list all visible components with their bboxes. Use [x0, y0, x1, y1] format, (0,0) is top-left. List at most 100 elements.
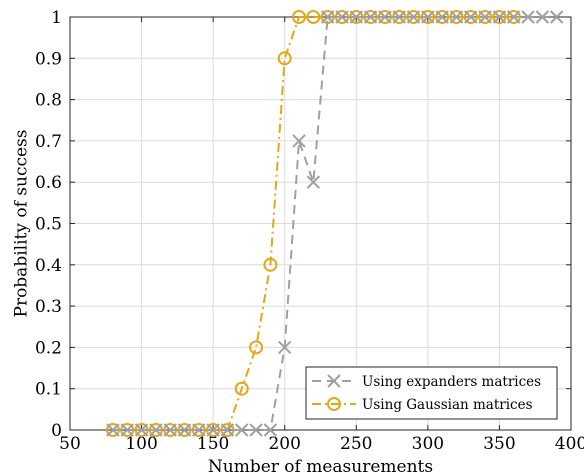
data-point-0-stroke	[120, 423, 134, 437]
x-tick-label: 350	[483, 434, 515, 454]
data-point-1	[249, 340, 264, 355]
data-point-0-stroke	[192, 423, 206, 437]
data-point-0-stroke	[421, 10, 435, 24]
data-point-0	[163, 423, 177, 437]
data-point-0-stroke	[249, 423, 263, 437]
data-point-1	[263, 257, 278, 272]
data-point-0-stroke	[149, 423, 163, 437]
legend-marker-gaussian	[327, 397, 341, 411]
legend-marker-shape	[327, 397, 341, 411]
y-tick-label: 1	[51, 8, 62, 28]
data-point-0-stroke	[163, 423, 177, 437]
series-group	[105, 10, 564, 437]
data-point-0-stroke	[478, 10, 492, 24]
data-point-0	[320, 10, 335, 24]
data-point-0-stroke	[449, 10, 464, 24]
data-point-0-stroke	[320, 10, 335, 24]
x-tick-label: 150	[197, 434, 229, 454]
data-point-0-stroke	[521, 10, 535, 24]
data-point-0-stroke	[363, 10, 378, 24]
data-point-0	[421, 10, 435, 24]
data-point-0-stroke	[549, 10, 564, 24]
data-point-1	[277, 51, 292, 66]
data-point-1	[506, 10, 521, 24]
data-point-0	[507, 10, 521, 24]
data-point-0	[449, 10, 464, 24]
y-tick-label: 0.7	[35, 132, 62, 152]
data-point-0-stroke	[435, 10, 449, 24]
data-point-0	[206, 423, 220, 437]
data-point-0-stroke	[278, 340, 292, 355]
data-point-0	[435, 10, 449, 24]
data-point-0	[249, 423, 263, 437]
x-tick-label: 50	[59, 434, 81, 454]
data-point-0	[120, 423, 134, 437]
data-point-0	[306, 175, 321, 189]
series-line-1	[112, 16, 514, 431]
data-point-0	[335, 10, 349, 24]
data-point-0-stroke	[349, 10, 363, 24]
legend-marker-shape	[327, 374, 341, 388]
data-point-0-stroke	[464, 10, 478, 24]
legend-marker-shape-stroke	[327, 374, 341, 388]
data-point-0	[292, 134, 306, 148]
legend-marker-expanders	[327, 374, 341, 388]
data-point-0	[549, 10, 564, 24]
legend-box	[305, 366, 558, 420]
y-tick-label: 0.8	[35, 91, 62, 111]
y-tick-label: 0.9	[35, 49, 62, 69]
data-point-0-stroke	[206, 423, 220, 437]
x-tick-label: 200	[268, 434, 300, 454]
data-point-0-stroke	[306, 175, 321, 189]
data-point-0	[278, 340, 292, 355]
data-point-0-stroke	[492, 10, 507, 24]
data-point-0-stroke	[378, 10, 392, 24]
data-point-0	[106, 423, 120, 437]
legend-label-expanders: Using expanders matrices	[362, 374, 541, 390]
data-point-0-stroke	[392, 10, 406, 24]
data-point-0-stroke	[220, 423, 235, 437]
x-tick-label: 250	[340, 434, 372, 454]
y-tick-label: 0.3	[35, 297, 62, 317]
data-point-0-stroke	[507, 10, 521, 24]
data-point-0	[177, 423, 192, 437]
x-tick-label: 300	[412, 434, 444, 454]
y-tick-label: 0.1	[35, 380, 62, 400]
y-tick-label: 0.4	[35, 256, 62, 276]
y-tick-label: 0	[51, 421, 62, 441]
data-point-0	[235, 423, 249, 437]
y-tick-label: 0.5	[35, 215, 62, 235]
data-point-1	[478, 10, 493, 24]
x-tick-label: 400	[555, 434, 584, 454]
data-point-0	[521, 10, 535, 24]
legend-label-gaussian: Using Gaussian matrices	[362, 397, 533, 413]
data-point-0-stroke	[263, 423, 278, 437]
data-point-0	[406, 10, 421, 24]
data-point-0	[134, 423, 149, 437]
data-point-0	[349, 10, 363, 24]
data-point-0	[192, 423, 206, 437]
data-point-0	[378, 10, 392, 24]
data-point-1	[292, 10, 307, 24]
data-point-0-stroke	[406, 10, 421, 24]
data-point-0-stroke	[106, 423, 120, 437]
data-point-1	[306, 10, 321, 24]
legend-entry-expanders: Using expanders matrices	[312, 374, 541, 390]
data-point-1	[492, 10, 507, 24]
data-point-0	[392, 10, 406, 24]
data-point-0-stroke	[335, 10, 349, 24]
y-tick-label: 0.6	[35, 173, 62, 193]
legend: Using expanders matrices Using Gaussian …	[305, 366, 558, 420]
legend-entry-gaussian: Using Gaussian matrices	[312, 397, 533, 413]
data-point-0	[220, 423, 235, 437]
data-point-0	[478, 10, 492, 24]
data-point-0	[492, 10, 507, 24]
y-tick-label: 0.2	[35, 338, 62, 358]
series-line-0	[112, 16, 557, 431]
data-point-0-stroke	[177, 423, 192, 437]
data-point-0-stroke	[292, 134, 306, 148]
axis-ticks: 50 100 150 200 250 300 350 400 0 0.1 0.2 0.3 0.4 0.5 0…	[35, 8, 584, 454]
data-point-0-stroke	[235, 423, 249, 437]
data-point-1	[463, 10, 478, 24]
